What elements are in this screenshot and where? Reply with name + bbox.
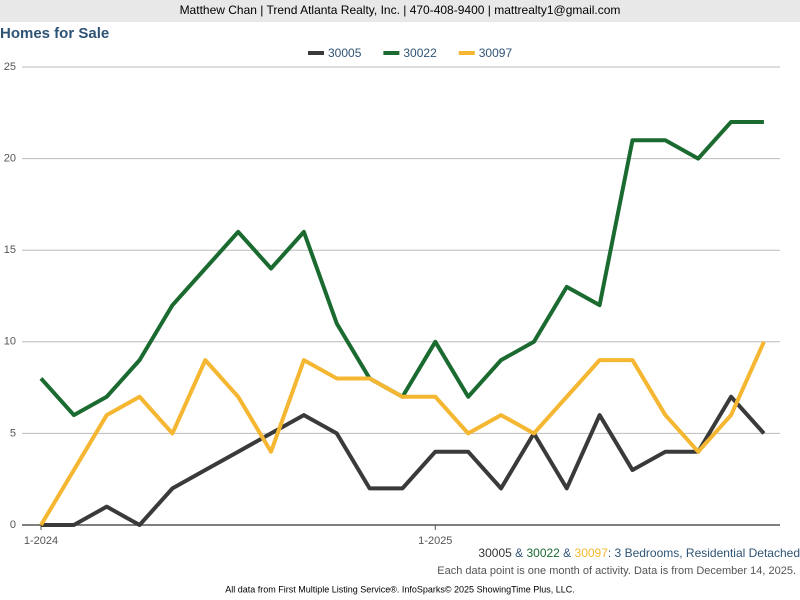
header-text: Matthew Chan | Trend Atlanta Realty, Inc… [180,3,621,17]
caption-detail: : 3 Bedrooms, Residential Detached [608,546,800,560]
footer: All data from First Multiple Listing Ser… [225,584,575,594]
x-tick-label: 1-2024 [24,535,58,547]
x-tick-label: 1-2025 [418,535,452,547]
header-bar [0,0,800,22]
legend-label: 30022 [403,46,437,60]
y-tick-label: 5 [10,427,16,439]
legend-label: 30097 [479,46,513,60]
note: Each data point is one month of activity… [437,565,796,577]
caption-series: 30005 [478,546,512,560]
y-tick-label: 10 [4,336,16,348]
y-tick-label: 15 [4,244,16,256]
line [39,340,766,527]
caption: 30005 & 30022 & 30097: 3 Bedrooms, Resid… [478,546,800,560]
caption-series: 30022 [526,546,560,560]
caption-series: 30097 [575,546,609,560]
line [39,119,764,418]
caption-connector: & [560,546,575,560]
chart-title: Homes for Sale [0,25,109,42]
legend-label: 30005 [328,46,362,60]
caption-connector: & [512,546,527,560]
line [41,394,766,527]
y-tick-label: 0 [10,519,16,531]
y-tick-label: 20 [4,153,16,165]
y-tick-label: 25 [4,61,16,73]
